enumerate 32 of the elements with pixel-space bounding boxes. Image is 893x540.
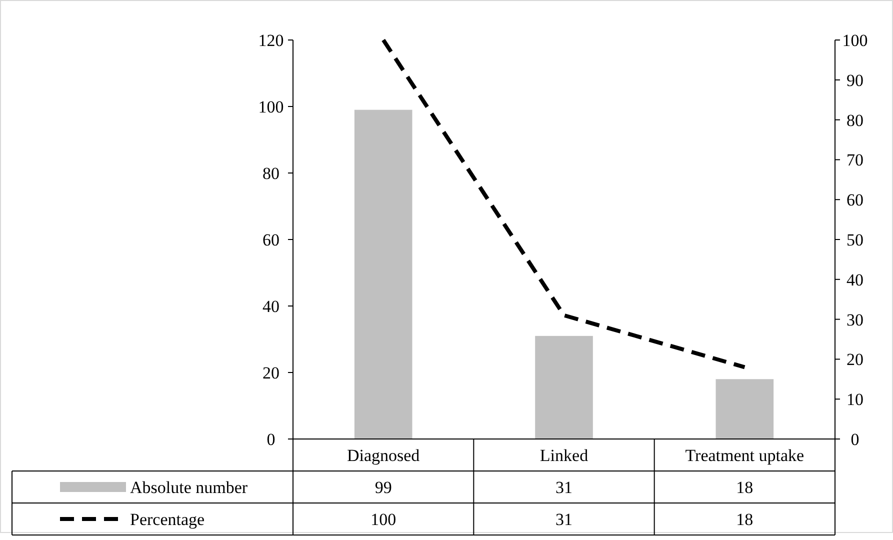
- y-tick-label: 80: [262, 164, 280, 183]
- data-label: 100: [370, 510, 396, 529]
- bar: [716, 379, 774, 439]
- y2-tick-label: 40: [846, 270, 864, 290]
- y2-tick-label: 20: [846, 350, 864, 370]
- y2-tick-label: 80: [846, 110, 864, 130]
- y2-tick-label: 90: [846, 70, 864, 90]
- y-tick-label: 120: [258, 30, 284, 50]
- y2-tick-label: 30: [846, 310, 864, 330]
- x-tick-label: Treatment uptake: [685, 446, 804, 465]
- y2-tick-label: 100: [842, 30, 868, 50]
- data-label: 18: [736, 478, 754, 497]
- legend-label: Percentage: [130, 510, 205, 529]
- legend-label: Absolute number: [130, 478, 248, 497]
- y-tick-label: 40: [262, 296, 280, 316]
- data-label: 99: [374, 478, 392, 497]
- x-tick-label: Linked: [540, 446, 589, 465]
- y-tick-label: 100: [258, 97, 284, 116]
- y2-tick-label: 50: [846, 230, 864, 250]
- y2-tick-label: 70: [846, 150, 864, 170]
- y-tick-label: 20: [262, 363, 280, 382]
- bar: [535, 336, 593, 439]
- data-label: 31: [556, 478, 572, 497]
- y-tick-label: 60: [262, 230, 280, 250]
- y-tick-label: 0: [266, 430, 276, 449]
- bar: [354, 110, 412, 439]
- data-label: 18: [736, 510, 754, 529]
- y2-tick-label: 10: [846, 390, 864, 410]
- y2-tick-label: 0: [850, 430, 860, 449]
- x-tick-label: Diagnosed: [346, 446, 420, 465]
- data-label: 31: [556, 510, 572, 529]
- y2-tick-label: 60: [846, 190, 864, 210]
